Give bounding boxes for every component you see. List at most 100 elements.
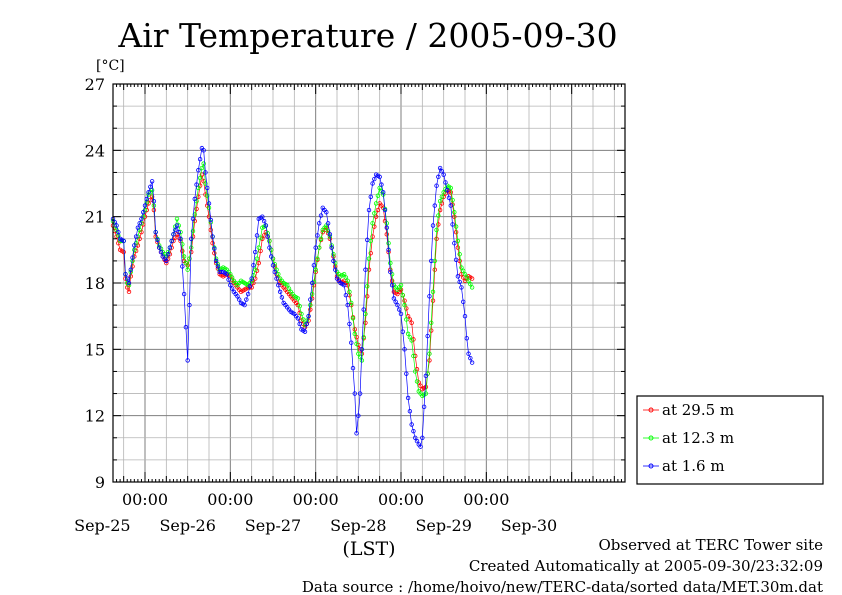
data-point (452, 210, 457, 215)
data-point (325, 221, 331, 226)
series-line (112, 174, 473, 390)
data-point (373, 214, 379, 219)
data-point (210, 240, 215, 246)
data-point (400, 292, 405, 298)
data-point (457, 279, 462, 285)
data-point (455, 245, 461, 250)
data-point (208, 227, 213, 233)
legend-item: at 1.6 m (643, 457, 725, 475)
data-point (462, 313, 468, 319)
data-point (434, 236, 439, 241)
data-point (375, 207, 381, 213)
data-point (329, 245, 334, 250)
data-point (365, 294, 370, 299)
data-point (215, 264, 221, 269)
data-point (295, 316, 301, 321)
data-point (208, 217, 213, 223)
data-point (469, 276, 475, 281)
data-point (365, 237, 370, 243)
data-point (405, 395, 411, 401)
ticks: 9 12 15 18 21 24 27 00:00 00:00 00:00 00:00 00:00 Se… (74, 75, 626, 535)
data-point (421, 404, 427, 410)
legend-swatch-marker (648, 407, 654, 413)
data-point (242, 302, 247, 308)
y-tick-label: 12 (85, 407, 105, 426)
data-point (181, 254, 187, 259)
data-point (381, 190, 386, 195)
y-tick-label: 24 (85, 141, 105, 160)
x-tick-label: 00:00 (207, 490, 253, 509)
data-point (347, 289, 352, 295)
data-point (263, 223, 269, 228)
data-point (455, 238, 461, 244)
data-point (375, 193, 381, 198)
data-point (450, 222, 455, 227)
data-point (205, 185, 210, 191)
data-point (391, 296, 397, 301)
footer-source: Data source : /home/hoivo/new/TERC-data/… (302, 578, 823, 595)
data-point (448, 203, 453, 208)
data-point (453, 257, 459, 262)
data-point (251, 273, 256, 278)
data-point (368, 250, 373, 256)
data-point (400, 329, 405, 334)
data-point (297, 304, 302, 309)
data-point (308, 297, 313, 302)
data-point (249, 276, 254, 281)
data-point (429, 320, 434, 325)
data-point (459, 265, 464, 270)
data-point (411, 428, 416, 434)
data-point (192, 196, 197, 202)
data-point (434, 227, 439, 233)
data-point (164, 258, 169, 264)
data-point (453, 224, 459, 229)
data-point (437, 165, 443, 171)
data-point (253, 249, 258, 255)
data-point (398, 283, 404, 288)
chart-title: Air Temperature / 2005-09-30 (117, 16, 617, 55)
data-point (185, 267, 190, 272)
data-point (432, 267, 437, 272)
data-point (350, 316, 356, 321)
data-point (130, 255, 135, 260)
data-point (155, 237, 160, 243)
data-point (274, 276, 279, 281)
data-point (439, 194, 445, 199)
data-point (128, 267, 133, 272)
data-point (409, 320, 414, 325)
data-point (372, 176, 377, 182)
data-point (306, 313, 311, 319)
data-point (180, 264, 185, 269)
data-point (318, 213, 324, 218)
data-point (213, 258, 219, 264)
data-point (237, 297, 242, 302)
data-point (269, 254, 274, 259)
data-point (201, 148, 206, 153)
data-point (439, 169, 445, 174)
data-point (372, 211, 377, 216)
data-point (276, 283, 281, 288)
x-tick-label: 00:00 (463, 490, 509, 509)
data-point (267, 245, 272, 250)
data-point (171, 232, 176, 237)
legend-swatch-marker (648, 435, 654, 441)
data-point (256, 245, 261, 250)
data-point (384, 225, 389, 230)
data-point (427, 351, 432, 356)
data-point (133, 234, 139, 239)
data-point (299, 311, 304, 317)
data-point (450, 197, 455, 203)
y-axis-unit-label: [°C] (96, 58, 125, 74)
data-point (169, 238, 174, 244)
data-point (183, 325, 189, 330)
data-point (126, 280, 132, 286)
data-point (180, 248, 185, 254)
data-point (149, 187, 155, 193)
data-point (244, 297, 249, 302)
data-point (203, 181, 208, 186)
data-point (402, 302, 407, 308)
data-point (141, 210, 146, 215)
data-point (187, 302, 192, 308)
data-point (359, 347, 365, 352)
data-point (356, 413, 361, 418)
